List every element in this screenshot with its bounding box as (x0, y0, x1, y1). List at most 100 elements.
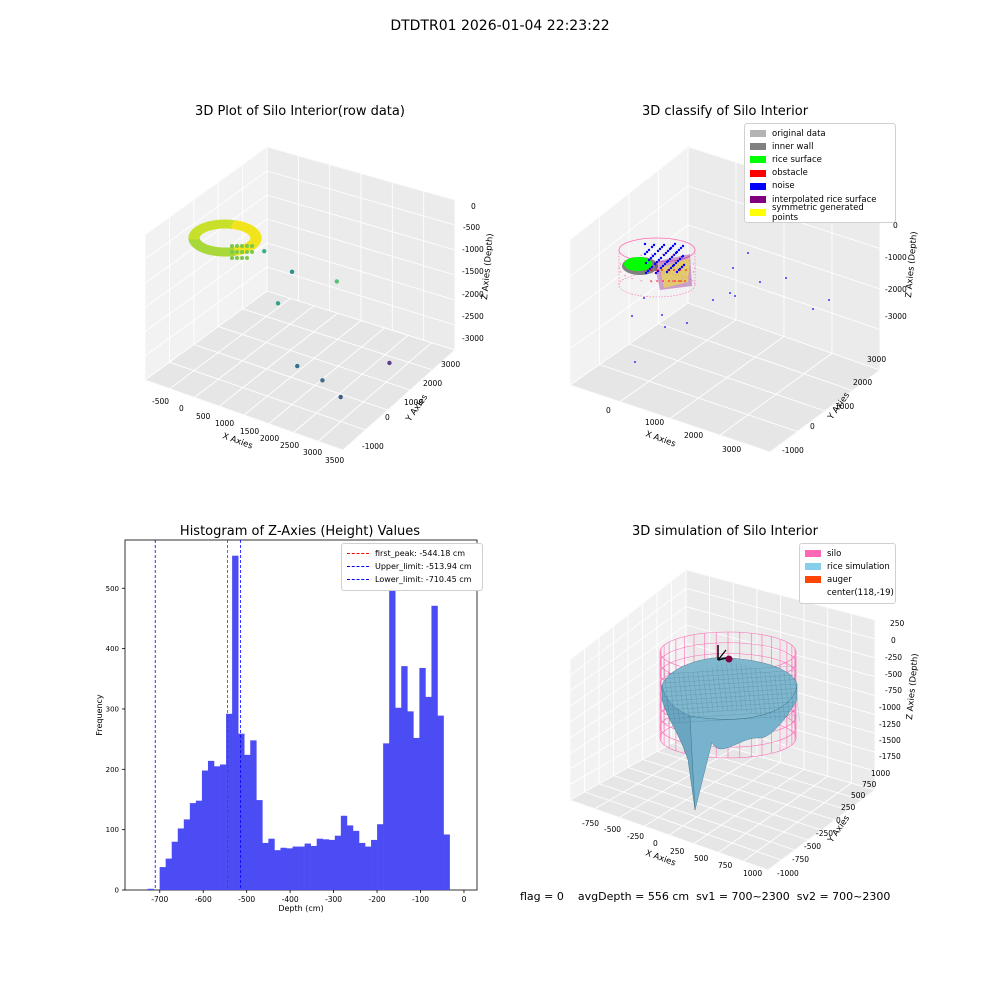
noise-point (681, 244, 685, 248)
histogram-bar (419, 667, 426, 890)
histogram-bar (346, 825, 354, 890)
histogram-legend: first_peak: -544.18 cm Upper_limit: -513… (341, 543, 483, 591)
z-tick-label: -1000 (462, 245, 484, 254)
mesh-line (731, 662, 738, 711)
legend-swatch (805, 576, 821, 584)
z-tick-label: -2000 (462, 290, 484, 299)
histogram-bar (159, 867, 166, 890)
legend-label: interpolated rice surface (772, 194, 877, 205)
y-tick-label: -1000 (777, 869, 799, 878)
x-tick-label: 1000 (215, 419, 234, 428)
mesh-line (779, 672, 786, 722)
noise-point (747, 252, 749, 254)
grid-line (569, 185, 689, 277)
noise-point (664, 251, 668, 255)
silo-point (650, 281, 653, 283)
x-tick-label: 250 (670, 847, 685, 856)
z-tick-label: 0 (893, 221, 898, 230)
sv1-text: sv1 = 700~2300 (696, 890, 790, 903)
grid-line (144, 170, 268, 260)
mesh-line (750, 666, 757, 715)
legend-label: original data (772, 128, 826, 139)
z-tick-label: -1000 (885, 253, 907, 262)
rice-surface-front (661, 684, 696, 811)
grid-line (266, 146, 456, 201)
x-tick-label: -750 (582, 819, 599, 828)
x-tick-label: 0 (462, 895, 467, 904)
x-tick-label: 1500 (240, 427, 259, 436)
silo-point (624, 259, 626, 262)
silo-point (672, 254, 674, 256)
histogram-bar (401, 666, 408, 890)
noise-point (666, 249, 670, 253)
noise-point (812, 308, 814, 310)
x-tick-label: 2000 (260, 434, 279, 443)
grid-line (685, 606, 876, 659)
symmetric-generated-points-mark (660, 258, 690, 288)
mesh-line (663, 692, 797, 702)
noise-point (662, 243, 666, 247)
legend-line (347, 553, 369, 555)
cluster-point (230, 244, 234, 248)
grid-line (719, 352, 833, 436)
obstacle-point (661, 269, 663, 271)
obstacle-point (655, 269, 657, 271)
silo-point (681, 256, 683, 259)
cluster-point (235, 256, 239, 260)
silo-point (688, 259, 690, 262)
mesh-line (663, 674, 797, 684)
mesh-line (745, 665, 752, 714)
legend-item: obstacle (750, 167, 890, 180)
legend-item: center(118,-19) (805, 587, 894, 600)
y-tick-label: 3000 (441, 360, 460, 369)
mesh-line (678, 672, 685, 721)
y-tick-label: 100 (106, 826, 119, 834)
silo-point (688, 274, 690, 277)
legend-swatch (750, 209, 766, 217)
histogram-bar (274, 850, 281, 890)
x-tick-label: 750 (718, 861, 733, 870)
grid-line (742, 782, 852, 862)
grid-line (685, 569, 876, 621)
y-tick-label: -750 (792, 855, 809, 864)
histogram-bar (232, 555, 239, 890)
y-tick-label: 1000 (835, 402, 854, 411)
silo-point (692, 263, 695, 265)
grid-line (668, 762, 781, 836)
histogram-bar (340, 815, 348, 890)
histogram-bar (310, 845, 317, 890)
mesh-line (663, 688, 797, 697)
x-tick-label: 3000 (722, 445, 741, 454)
grid-line (293, 334, 409, 433)
z-tick-label: -500 (463, 223, 480, 232)
legend-item: silo (805, 547, 890, 560)
x-tick-label: 3000 (303, 448, 322, 457)
grid-line (769, 369, 881, 453)
histogram-bar (389, 576, 396, 890)
data-point (262, 249, 267, 254)
histogram-bar (286, 848, 293, 890)
noise-point (673, 242, 677, 246)
noise-point (661, 264, 665, 268)
histogram-bar (220, 764, 227, 890)
grid-line (266, 194, 456, 251)
mesh-line (663, 715, 797, 724)
noise-point (678, 257, 682, 261)
legend-item: auger (805, 573, 890, 586)
mesh-line (668, 669, 675, 722)
grid-line (569, 146, 689, 241)
data-point (387, 360, 392, 366)
z-tick-label: -1750 (879, 752, 901, 761)
y-tick-label: 0 (836, 816, 841, 825)
y-tick-label: 500 (106, 585, 119, 593)
grid-line (266, 242, 456, 301)
x-tick-label: -500 (604, 825, 621, 834)
noise-point (655, 260, 659, 264)
histogram-bar (262, 842, 269, 890)
x-tick-label: 0 (653, 839, 658, 848)
cluster-point (240, 244, 244, 248)
mesh-line (726, 663, 733, 711)
silo-point (619, 271, 622, 273)
legend-line (347, 579, 369, 581)
noise-point (732, 267, 734, 269)
